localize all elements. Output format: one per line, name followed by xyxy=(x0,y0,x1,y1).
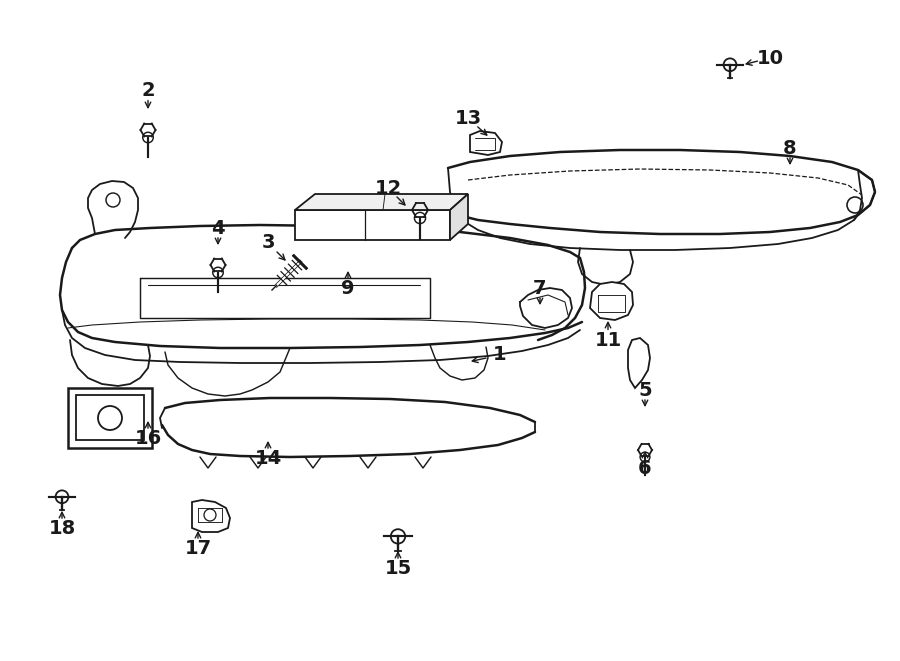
Polygon shape xyxy=(450,194,468,240)
Polygon shape xyxy=(295,194,468,210)
Text: 8: 8 xyxy=(783,139,796,157)
Text: 13: 13 xyxy=(454,108,482,128)
Polygon shape xyxy=(76,395,144,440)
Polygon shape xyxy=(590,282,633,320)
Text: 15: 15 xyxy=(384,559,411,578)
Polygon shape xyxy=(192,500,230,532)
Text: 18: 18 xyxy=(49,518,76,537)
Text: 3: 3 xyxy=(261,233,274,253)
Text: 5: 5 xyxy=(638,381,652,399)
Text: 4: 4 xyxy=(212,219,225,237)
Text: 17: 17 xyxy=(184,539,212,557)
Polygon shape xyxy=(470,131,502,155)
Text: 12: 12 xyxy=(374,178,401,198)
Text: 14: 14 xyxy=(255,449,282,467)
Text: 6: 6 xyxy=(638,459,652,477)
Text: 10: 10 xyxy=(757,48,784,67)
Polygon shape xyxy=(628,338,650,388)
Text: 16: 16 xyxy=(134,428,162,447)
Text: 9: 9 xyxy=(341,278,355,297)
Text: 11: 11 xyxy=(594,330,622,350)
Text: 2: 2 xyxy=(141,81,155,100)
Text: 1: 1 xyxy=(493,346,507,364)
Polygon shape xyxy=(68,388,152,448)
Text: 7: 7 xyxy=(533,278,547,297)
Polygon shape xyxy=(295,210,450,240)
